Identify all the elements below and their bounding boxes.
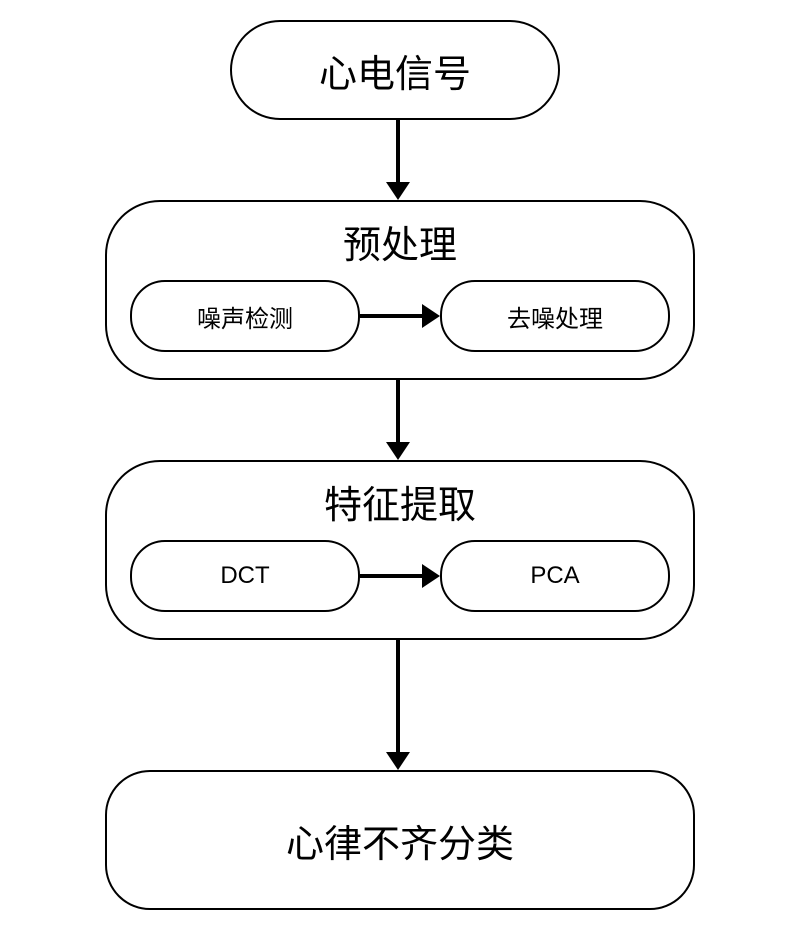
subnode-pca-label: PCA — [530, 562, 579, 590]
arrow-input-preprocess — [396, 120, 400, 186]
arrowhead-preprocess-feature — [386, 442, 410, 460]
arrow-noise-denoise — [360, 314, 426, 318]
node-output-label: 心律不齐分类 — [286, 813, 514, 868]
arrowhead-noise-denoise — [422, 304, 440, 328]
arrow-dct-pca — [360, 574, 426, 578]
subnode-denoise-label: 去噪处理 — [507, 299, 603, 334]
arrowhead-feature-output — [386, 752, 410, 770]
node-output: 心律不齐分类 — [105, 770, 695, 910]
subnode-noise-detect: 噪声检测 — [130, 280, 360, 352]
node-feature-title: 特征提取 — [107, 474, 693, 529]
subnode-denoise: 去噪处理 — [440, 280, 670, 352]
arrowhead-dct-pca — [422, 564, 440, 588]
node-input: 心电信号 — [230, 20, 560, 120]
subnode-dct: DCT — [130, 540, 360, 612]
subnode-noise-detect-label: 噪声检测 — [197, 299, 293, 334]
arrow-preprocess-feature — [396, 380, 400, 446]
subnode-pca: PCA — [440, 540, 670, 612]
arrow-feature-output — [396, 640, 400, 756]
node-preprocess-title: 预处理 — [107, 214, 693, 269]
arrowhead-input-preprocess — [386, 182, 410, 200]
subnode-dct-label: DCT — [220, 562, 269, 590]
node-input-label: 心电信号 — [319, 43, 471, 98]
